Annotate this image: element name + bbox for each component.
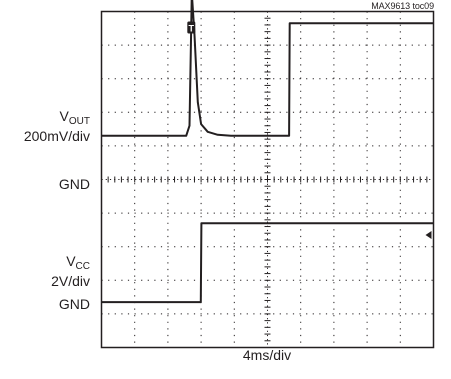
markers: T <box>187 21 432 239</box>
grid <box>101 11 434 348</box>
trace-vcc <box>101 222 434 304</box>
vcc-scale-label: 2V/div <box>51 273 90 289</box>
document-id: MAX9613 toc09 <box>371 1 434 11</box>
trace-vout <box>101 0 434 137</box>
vout-label: VOUT <box>59 108 90 127</box>
vout-scale-label: 200mV/div <box>23 128 90 144</box>
trigger-marker-label: T <box>189 24 195 34</box>
gnd-top-label: GND <box>58 176 90 192</box>
traces <box>101 0 434 304</box>
vcc-label: VCC <box>66 253 90 272</box>
x-axis-label: 4ms/div <box>242 347 292 363</box>
trigger-marker <box>187 21 196 34</box>
gnd-bottom-label: GND <box>58 296 90 312</box>
ground-reference-arrow <box>425 230 432 239</box>
